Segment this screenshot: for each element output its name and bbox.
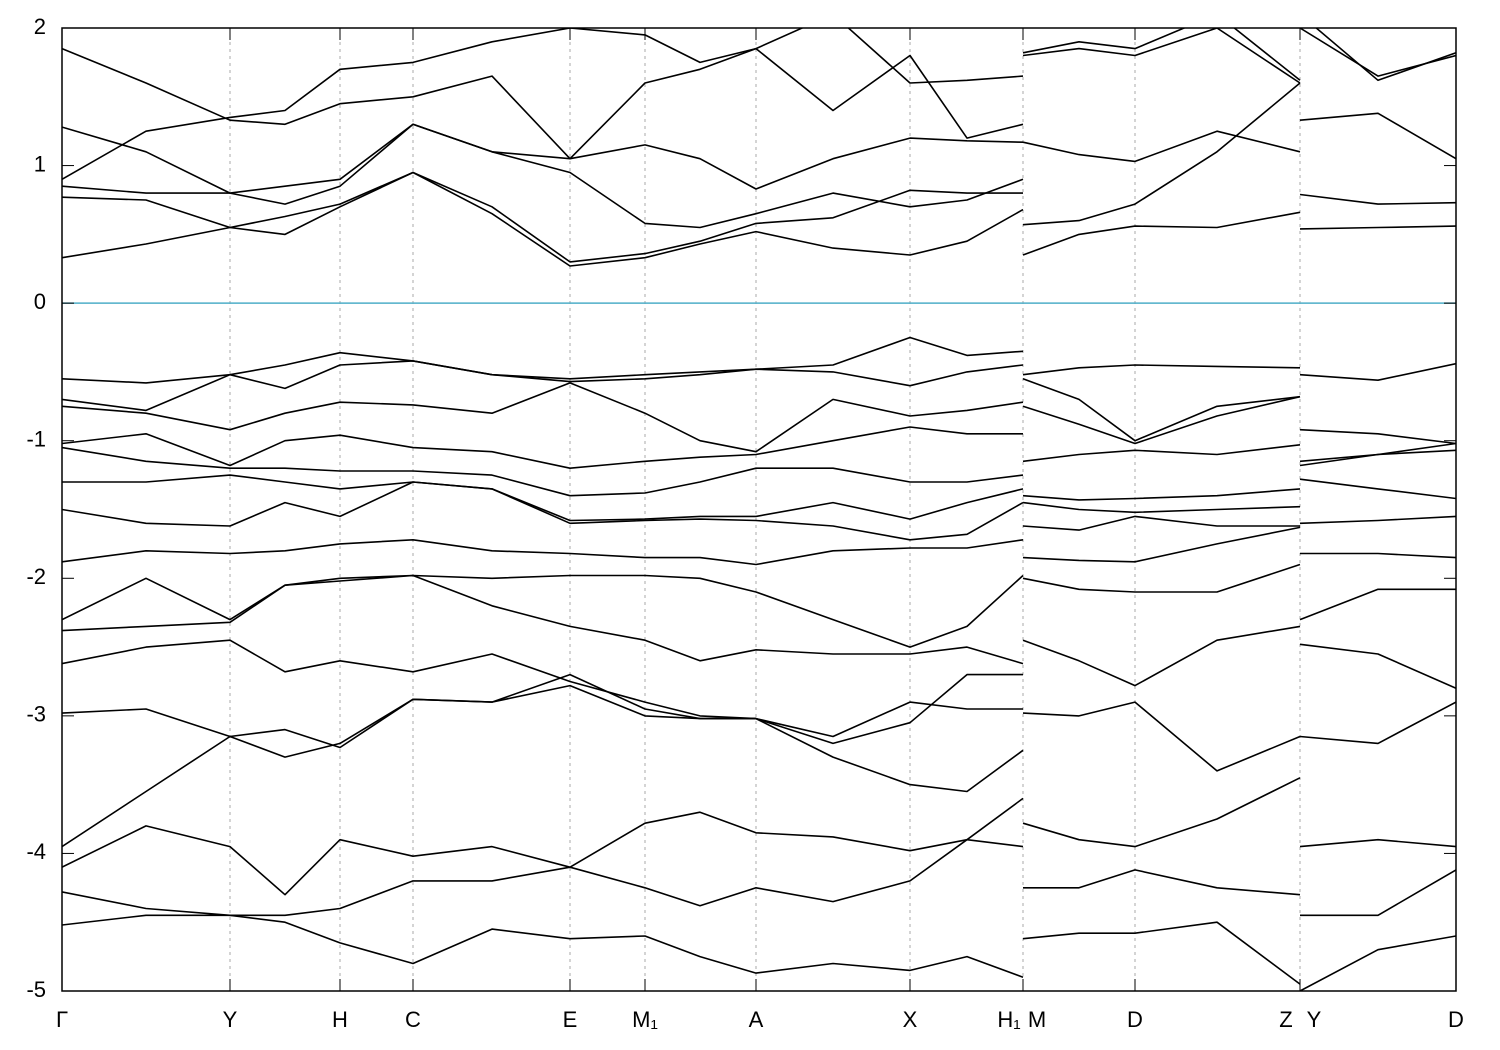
band-line — [62, 797, 1301, 985]
band-line — [62, 171, 1456, 267]
bands — [62, 28, 1456, 991]
band-line — [62, 360, 1456, 445]
band-line — [62, 382, 1456, 463]
band-line — [62, 526, 1456, 621]
x-tick-label: Y — [1307, 1007, 1322, 1032]
band-line — [62, 28, 1024, 180]
x-tick-label: D — [1448, 1007, 1464, 1032]
x-tick-label: C — [405, 1007, 421, 1032]
band-line — [62, 336, 1456, 384]
band-line — [62, 28, 1456, 194]
x-tick-label: D — [1127, 1007, 1143, 1032]
y-tick-label: -4 — [26, 839, 46, 864]
band-line — [62, 28, 1456, 160]
x-tick-label: E — [563, 1007, 578, 1032]
x-tick-label: M₁ — [632, 1007, 658, 1032]
x-tick-label: Y — [223, 1007, 238, 1032]
x-tick-label: Z — [1279, 1007, 1292, 1032]
band-line — [62, 446, 1456, 501]
band-line — [62, 639, 1456, 848]
band-line — [62, 474, 1456, 525]
band-line — [62, 684, 1456, 991]
band-line — [62, 112, 1456, 229]
y-tick-label: 2 — [34, 14, 46, 39]
band-line — [62, 563, 1456, 690]
x-tick-label: H — [332, 1007, 348, 1032]
band-line — [62, 82, 1456, 263]
x-tick-label: H₁ — [997, 1007, 1020, 1032]
plot-frame — [61, 27, 1457, 992]
band-line — [62, 673, 1456, 917]
band-line — [62, 426, 1456, 469]
band-line — [62, 838, 1024, 917]
y-tick-label: -1 — [26, 427, 46, 452]
grid — [62, 28, 1456, 991]
x-tick-label: M — [1028, 1007, 1046, 1032]
x-tick-label: X — [903, 1007, 918, 1032]
band-line — [62, 914, 1024, 978]
y-tick-label: -3 — [26, 702, 46, 727]
band-line — [62, 574, 1456, 745]
x-tick-label: Γ — [56, 1007, 68, 1032]
y-tick-label: 0 — [34, 289, 46, 314]
x-tick-label: A — [749, 1007, 764, 1032]
band-line — [62, 481, 1456, 559]
y-tick-label: 1 — [34, 151, 46, 176]
y-tick-label: -2 — [26, 564, 46, 589]
y-tick-label: -5 — [26, 977, 46, 1002]
